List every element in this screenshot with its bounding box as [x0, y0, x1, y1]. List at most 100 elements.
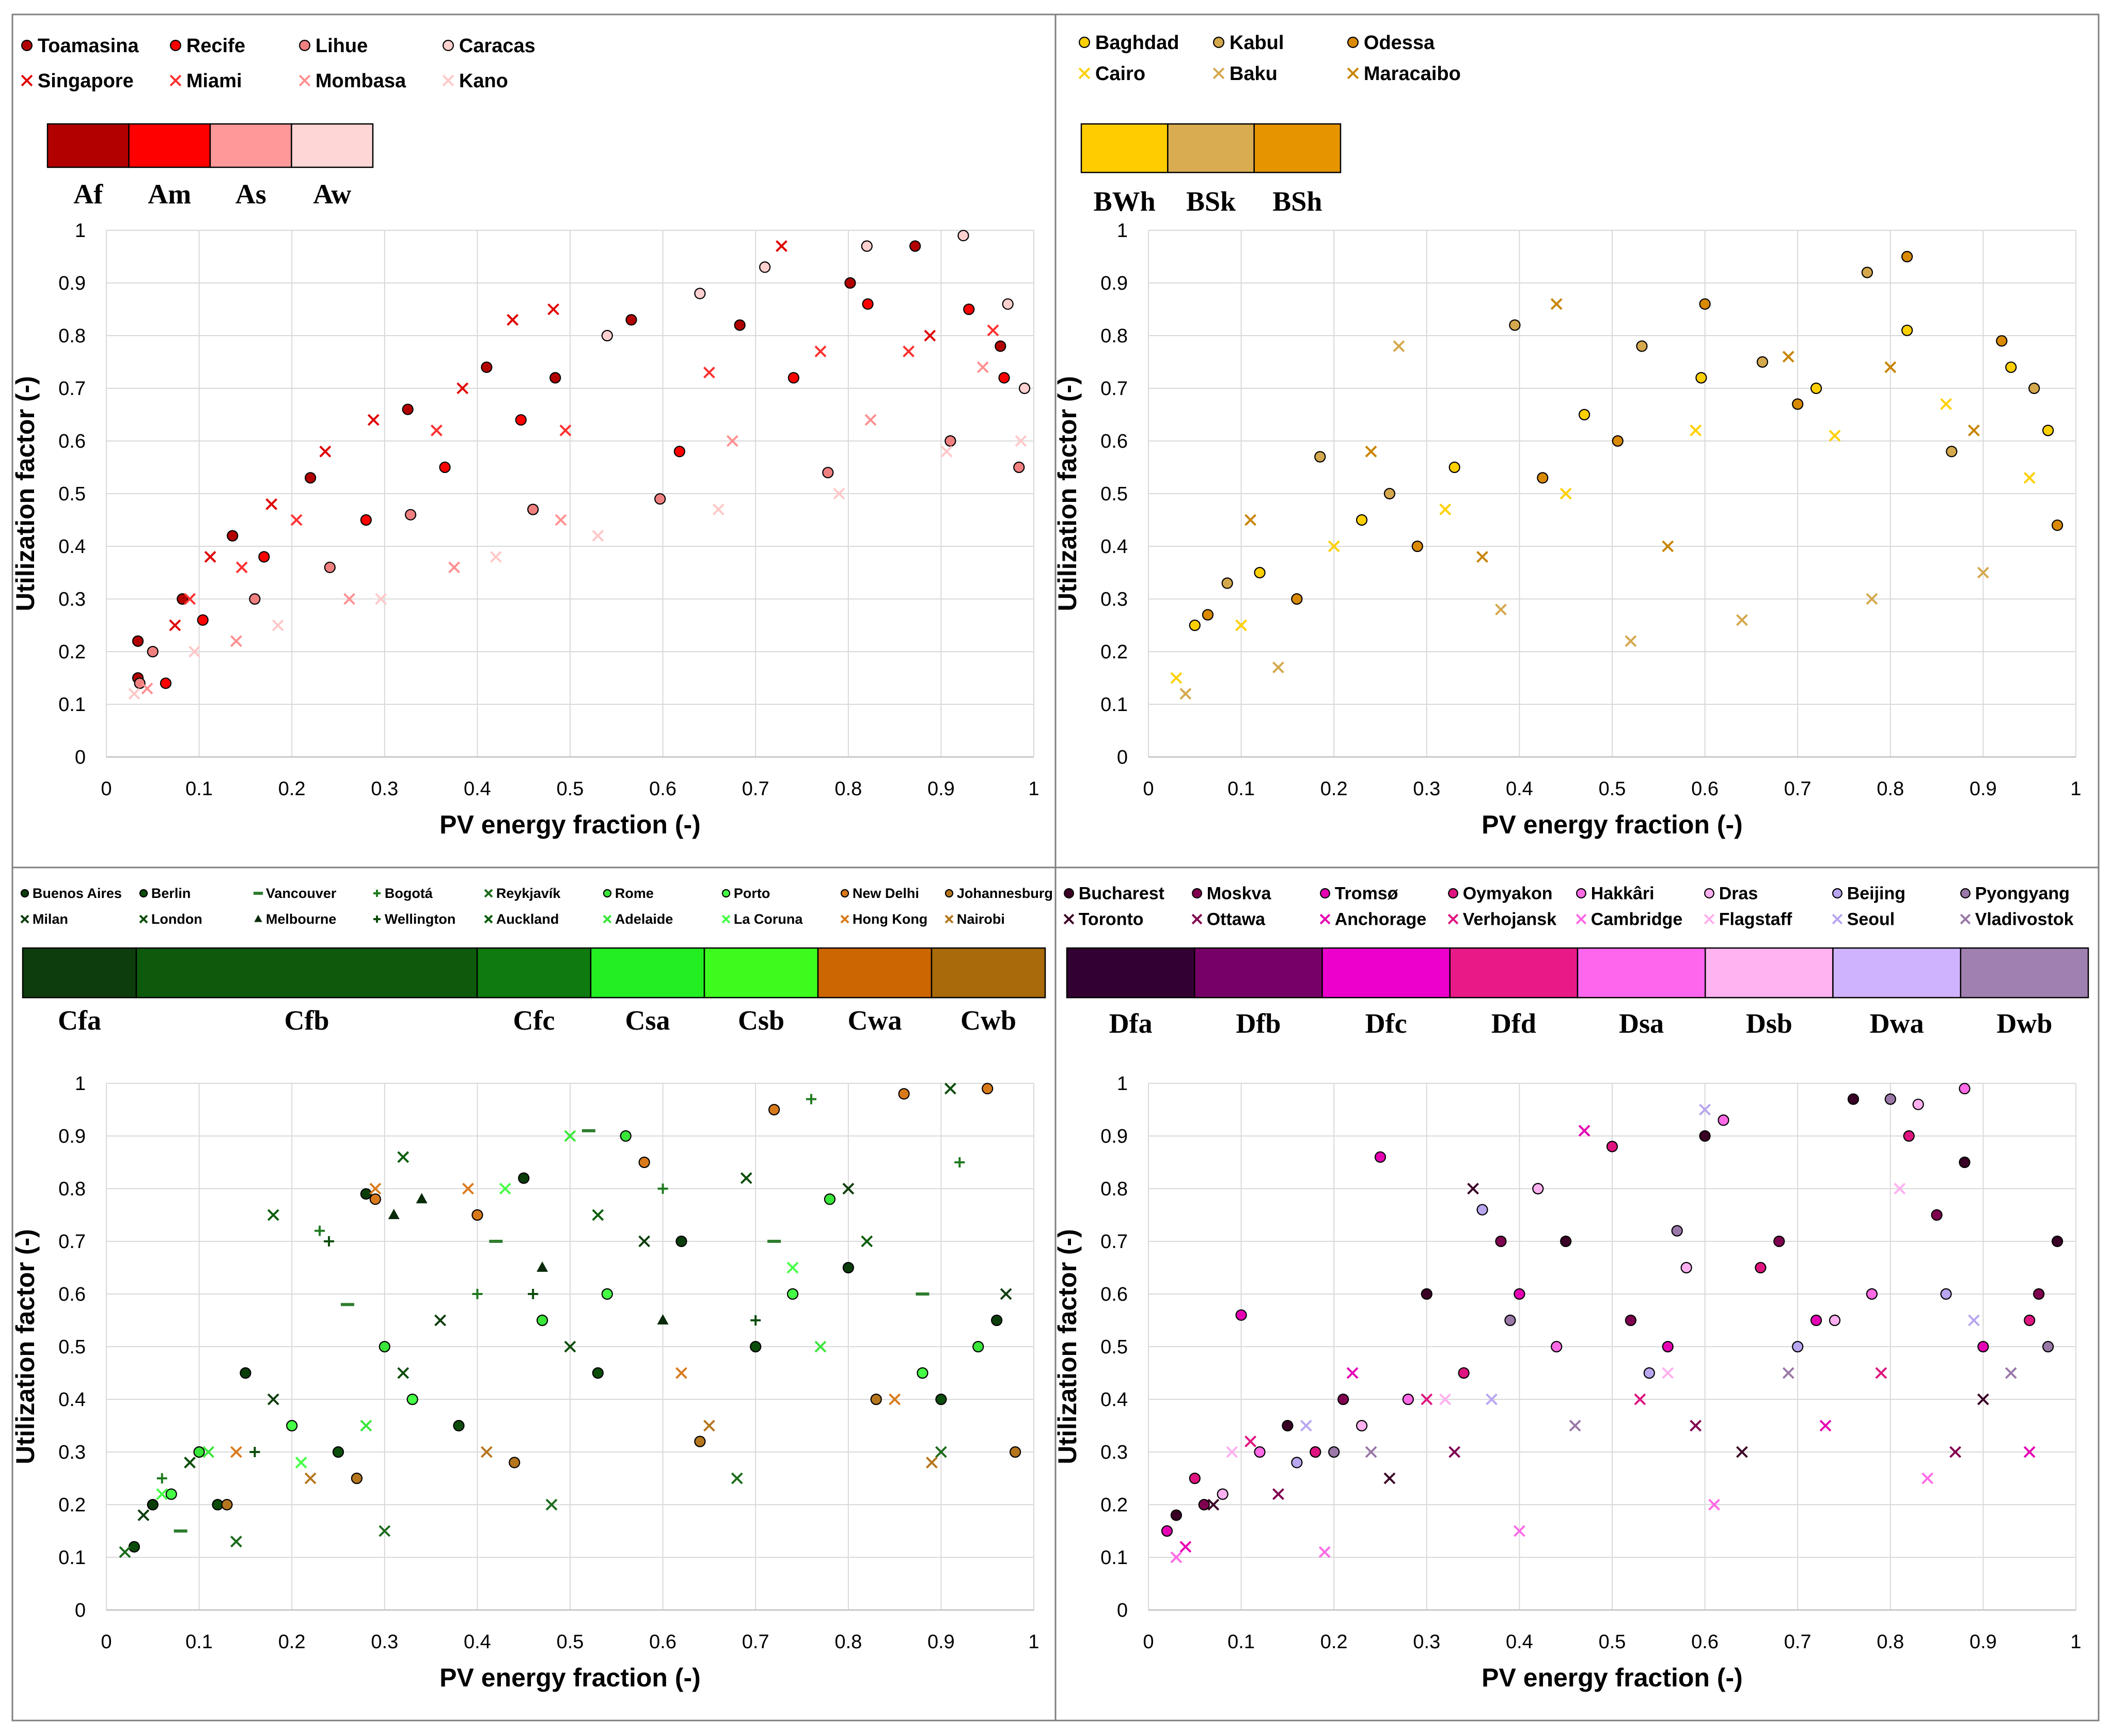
- legend-label: Rome: [615, 886, 654, 901]
- data-point: [249, 1447, 260, 1457]
- data-point: [1509, 319, 1521, 331]
- series: [1170, 398, 2036, 684]
- legend-label: Johannesburg: [957, 886, 1053, 901]
- y-tick-label: 1: [75, 220, 86, 242]
- x-tick-label: 0.2: [278, 778, 306, 800]
- legend-marker: [1079, 37, 1090, 48]
- y-tick-label: 0.4: [1100, 1389, 1128, 1411]
- data-point: [1170, 1509, 1182, 1521]
- data-point: [462, 1182, 474, 1195]
- legend-label: Melbourne: [266, 911, 337, 927]
- data-point: [1550, 298, 1563, 310]
- y-tick-label: 0.3: [58, 1442, 86, 1463]
- y-tick-label: 0.9: [1100, 1126, 1128, 1147]
- legend-marker: [298, 74, 311, 87]
- legend-item: Seoul: [1832, 910, 1895, 929]
- data-point: [128, 688, 140, 700]
- data-point: [1513, 1525, 1525, 1537]
- data-point: [776, 240, 787, 252]
- data-point: [1699, 1103, 1711, 1116]
- climate-segment: [817, 947, 933, 999]
- series: [1244, 298, 1980, 563]
- data-point: [657, 1183, 668, 1194]
- data-point: [1013, 461, 1025, 474]
- series: [156, 1182, 799, 1501]
- legend-item: Kabul: [1213, 32, 1284, 54]
- x-tick-label: 0.8: [834, 778, 862, 800]
- data-point: [1198, 1498, 1210, 1511]
- data-point: [1202, 609, 1214, 621]
- data-point: [402, 403, 414, 415]
- legend-item: Ottawa: [1191, 910, 1266, 929]
- data-point: [295, 1456, 307, 1469]
- y-tick-label: 0.1: [1100, 694, 1128, 716]
- climate-segment: [1194, 947, 1323, 999]
- data-point: [1310, 1446, 1321, 1458]
- data-point: [258, 551, 270, 563]
- data-point: [1884, 361, 1897, 373]
- x-axis-title: PV energy fraction (-): [439, 1663, 701, 1692]
- data-point: [675, 1235, 687, 1248]
- legend-label: Maracaibo: [1364, 63, 1461, 85]
- y-tick-label: 0.6: [58, 431, 86, 452]
- data-point: [898, 1088, 910, 1100]
- data-point: [193, 1446, 205, 1458]
- legend-item: Toamasina: [21, 35, 139, 57]
- legend-label: Milan: [33, 911, 68, 927]
- data-point: [654, 493, 666, 505]
- y-tick-label: 0.5: [1100, 483, 1128, 505]
- legend-item: Baghdad: [1079, 32, 1179, 54]
- data-point: [1439, 503, 1452, 516]
- data-point: [1559, 487, 1572, 500]
- data-point: [822, 467, 834, 479]
- data-point: [944, 1082, 956, 1095]
- legend-marker: [373, 889, 381, 897]
- legend-label: Caracas: [459, 35, 535, 57]
- climate-segment: [1167, 123, 1255, 173]
- data-point: [731, 1472, 743, 1485]
- data-point: [1708, 1498, 1720, 1511]
- legend-item: Caracas: [443, 35, 535, 57]
- data-point: [2005, 1367, 2017, 1379]
- legend-item: Cambridge: [1576, 910, 1682, 929]
- data-point: [1179, 688, 1192, 700]
- data-point: [987, 324, 999, 337]
- x-tick-label: 0.8: [1877, 778, 1904, 800]
- data-point: [453, 1419, 465, 1432]
- data-point: [2051, 519, 2063, 531]
- data-point: [1328, 1446, 1340, 1458]
- data-point: [768, 1103, 780, 1116]
- data-point: [909, 240, 921, 252]
- series: [1221, 266, 2040, 589]
- data-point: [1829, 1314, 1841, 1327]
- x-tick-label: 0.6: [1691, 1631, 1719, 1653]
- data-point: [397, 1151, 409, 1163]
- series: [1161, 1151, 1989, 1537]
- legend-marker: [20, 889, 29, 898]
- data-point: [976, 361, 989, 373]
- data-point: [360, 1188, 372, 1200]
- data-point: [369, 1182, 382, 1195]
- data-point: [787, 372, 799, 384]
- climate-segment: [128, 123, 211, 168]
- data-point: [1755, 1261, 1767, 1274]
- data-point: [1699, 1130, 1711, 1142]
- legend-marker: [1447, 913, 1459, 925]
- y-tick-label: 0.8: [1100, 325, 1128, 347]
- data-point: [240, 1367, 251, 1379]
- legend-label: Lihue: [316, 35, 368, 57]
- data-point: [673, 446, 686, 457]
- data-point: [1346, 1367, 1359, 1379]
- data-point: [1467, 1182, 1479, 1195]
- climate-label: As: [235, 179, 266, 210]
- x-tick-label: 0: [101, 778, 112, 800]
- series: [1300, 1103, 1980, 1432]
- y-tick-label: 0.2: [1100, 1494, 1128, 1516]
- legend-label: Adelaide: [615, 911, 673, 927]
- y-tick-label: 0.9: [58, 273, 86, 294]
- legend-item: Maracaibo: [1347, 63, 1461, 85]
- data-point: [2028, 382, 2040, 394]
- data-point: [128, 1541, 140, 1553]
- data-point: [814, 345, 827, 358]
- legend-item: Mombasa: [298, 70, 406, 92]
